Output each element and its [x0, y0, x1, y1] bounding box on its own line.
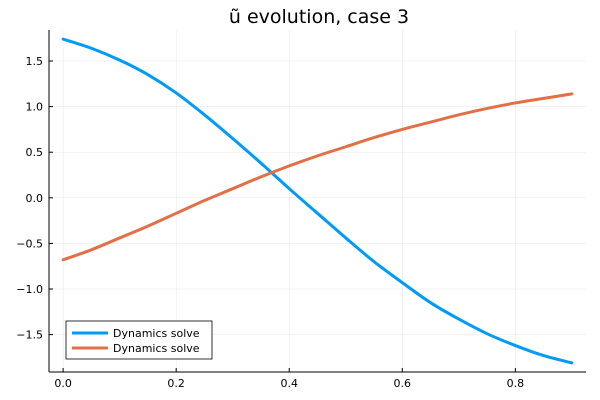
series-line-2 [61, 92, 574, 262]
x-tick-label: 0.8 [507, 377, 525, 390]
x-tick-label: 0.2 [167, 377, 185, 390]
series-line-1 [61, 37, 574, 365]
y-tick-label: −1.0 [16, 283, 43, 296]
y-tick-label: 1.5 [26, 55, 44, 68]
x-tick-label: 0.6 [394, 377, 412, 390]
series [61, 37, 574, 365]
y-tick-label: −1.5 [16, 329, 43, 342]
x-tick-label: 0.0 [54, 377, 72, 390]
y-tick-label: 0.5 [26, 146, 44, 159]
legend-label-series-1: Dynamics solve [113, 327, 200, 340]
y-tick-label: 1.0 [26, 101, 44, 114]
legend: Dynamics solve Dynamics solve [65, 320, 213, 360]
y-tick-label: −0.5 [16, 237, 43, 250]
axes [48, 30, 586, 373]
y-tick-label: 0.0 [26, 192, 44, 205]
x-tick-label: 0.4 [280, 377, 298, 390]
legend-box [65, 320, 213, 360]
chart-title: ũ evolution, case 3 [229, 6, 409, 28]
legend-label-series-2: Dynamics solve [113, 342, 200, 355]
ticks: 0.0 0.2 0.4 0.6 0.8 1.5 1.0 0.5 0.0 −0.5 −1.0 −1.5 [16, 55, 524, 390]
